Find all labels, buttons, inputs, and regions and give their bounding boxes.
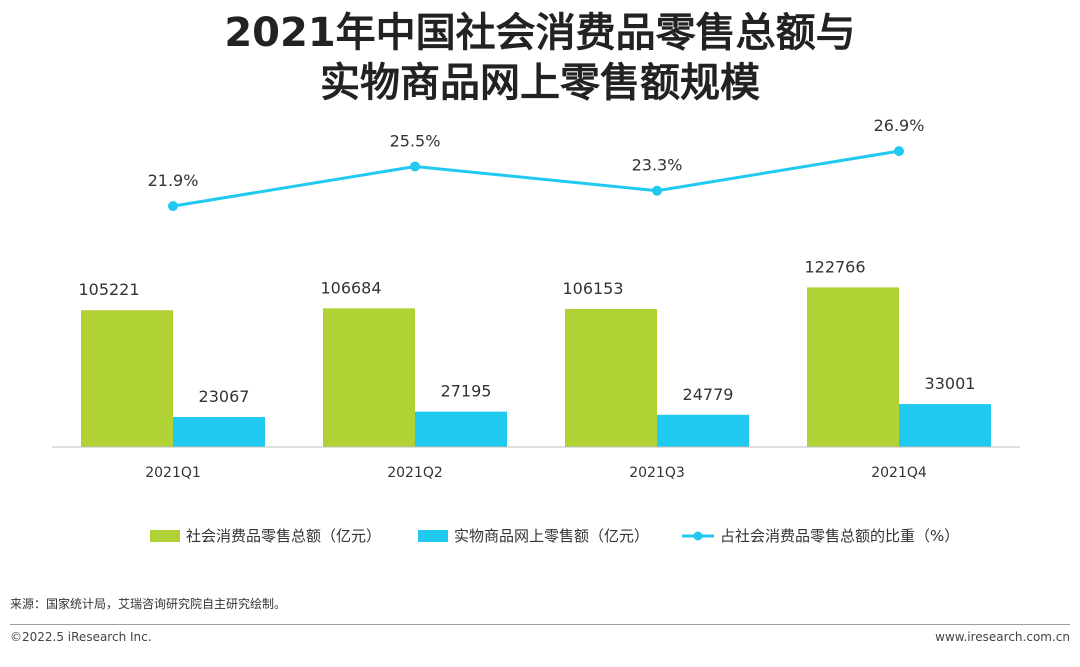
bar-label-retail: 122766: [804, 257, 865, 276]
bar-retail-sales: [323, 308, 415, 447]
bar-retail-sales: [565, 309, 657, 447]
line-point-share: [652, 185, 662, 196]
bar-online-sales: [899, 404, 991, 447]
bar-label-retail: 105221: [78, 280, 139, 299]
legend-item-retail-sales-label: 社会消费品零售总额（亿元）: [186, 527, 381, 545]
combo-chart: 105221 23067 2021Q1 106684 27195 2021Q2 106153…: [52, 116, 1020, 545]
line-label-share: 23.3%: [632, 156, 683, 175]
bar-online-sales: [415, 411, 507, 447]
bar-online-sales: [173, 417, 265, 447]
bar-label-retail: 106153: [562, 279, 623, 298]
x-tick-label: 2021Q3: [629, 465, 685, 481]
bar-online-sales: [657, 414, 749, 447]
legend-item-retail-sales-swatch: [150, 530, 180, 542]
line-point-share: [168, 201, 178, 212]
line-point-share: [894, 146, 904, 157]
x-tick-label: 2021Q4: [871, 465, 927, 481]
copyright: ©2022.5 iResearch Inc.: [10, 630, 152, 644]
chart-title-line-2: 实物商品网上零售额规模: [320, 60, 760, 106]
bar-label-retail: 106684: [320, 278, 381, 297]
legend-item-share-ratio-marker: [693, 531, 703, 541]
line-point-share: [410, 161, 420, 172]
bar-label-online: 33001: [925, 374, 976, 393]
legend-item-online-sales-label: 实物商品网上零售额（亿元）: [454, 527, 649, 545]
website-link[interactable]: www.iresearch.com.cn: [935, 630, 1070, 644]
legend-item-online-sales-swatch: [418, 530, 448, 542]
bar-retail-sales: [807, 287, 899, 447]
source-note: 来源：国家统计局，艾瑞咨询研究院自主研究绘制。: [10, 597, 287, 611]
line-share-ratio: [172, 149, 900, 208]
line-label-share: 25.5%: [390, 132, 441, 151]
bar-label-online: 27195: [441, 382, 492, 401]
chart-title: 2021年中国社会消费品零售总额与 实物商品网上零售额规模: [0, 8, 1080, 108]
bar-label-online: 24779: [683, 385, 734, 404]
line-label-share: 26.9%: [874, 116, 925, 135]
bar-retail-sales: [81, 310, 173, 447]
chart-title-line-1: 2021年中国社会消费品零售总额与: [224, 10, 856, 56]
x-tick-label: 2021Q1: [145, 465, 201, 481]
line-label-share: 21.9%: [148, 171, 199, 190]
x-tick-label: 2021Q2: [387, 465, 443, 481]
legend-item-share-ratio-label: 占社会消费品零售总额的比重（%）: [720, 527, 959, 545]
footer-divider: [10, 624, 1070, 625]
bar-label-online: 23067: [199, 387, 250, 406]
